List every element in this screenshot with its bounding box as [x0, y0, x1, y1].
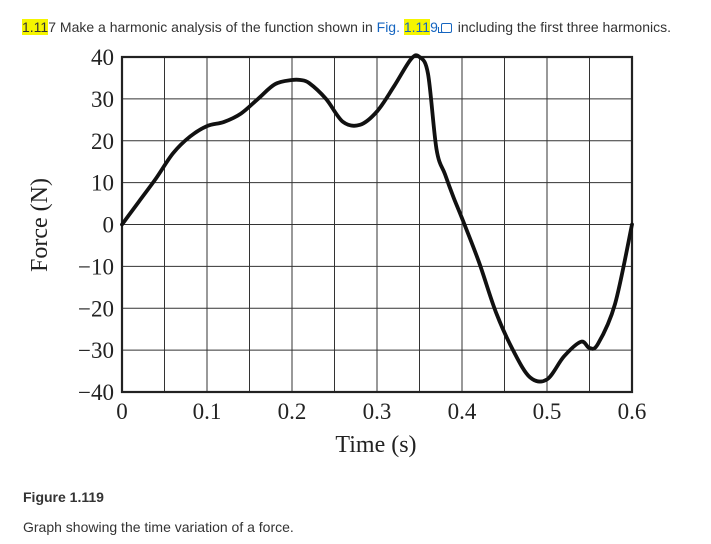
y-tick-label: 30 [91, 87, 114, 112]
problem-number-highlight: 1.11 [22, 19, 49, 35]
y-tick-label: −40 [78, 380, 114, 405]
x-tick-label: 0.3 [363, 399, 392, 424]
problem-text-end: including the first three harmonics. [453, 19, 671, 35]
y-tick-label: 0 [103, 213, 115, 238]
y-tick-label: 10 [91, 171, 114, 196]
y-axis-title: Force (N) [27, 178, 53, 272]
problem-number-rest: 7 [48, 19, 57, 35]
y-tick-label: 20 [91, 129, 114, 154]
figure-label: Figure 1.119 [23, 489, 104, 505]
x-tick-label: 0.4 [448, 399, 477, 424]
figure-link-rest: 9 [430, 19, 438, 35]
figure-link[interactable]: Fig. 1.119 [377, 19, 454, 35]
figure-link-prefix: Fig. [376, 19, 404, 35]
force-curve [120, 53, 634, 384]
figure-link-highlight: 1.11 [403, 19, 431, 35]
x-tick-label: 0.2 [278, 399, 307, 424]
x-tick-label: 0.6 [618, 399, 647, 424]
chart-grid [121, 56, 633, 393]
y-tick-label: 40 [91, 45, 114, 70]
y-tick-label: −30 [78, 338, 114, 363]
open-external-icon[interactable] [437, 23, 452, 33]
problem-statement: 1.117 Make a harmonic analysis of the fu… [22, 19, 671, 35]
y-tick-label: −20 [78, 296, 114, 321]
figure-caption: Graph showing the time variation of a fo… [23, 519, 294, 535]
y-tick-labels: 40 30 20 10 0 −10 −20 −30 −40 [78, 45, 114, 405]
x-tick-label: 0.5 [533, 399, 562, 424]
x-tick-labels: 0 0.1 0.2 0.3 0.4 0.5 0.6 [116, 399, 646, 424]
y-tick-label: −10 [78, 254, 114, 279]
problem-text: Make a harmonic analysis of the function… [56, 19, 377, 35]
x-axis-title: Time (s) [335, 432, 416, 458]
x-tick-label: 0.1 [193, 399, 222, 424]
force-time-chart: 40 30 20 10 0 −10 −20 −30 −40 0 0.1 0.2 0.3 0.4 0.5 0.… [27, 45, 646, 458]
x-tick-label: 0 [116, 399, 128, 424]
